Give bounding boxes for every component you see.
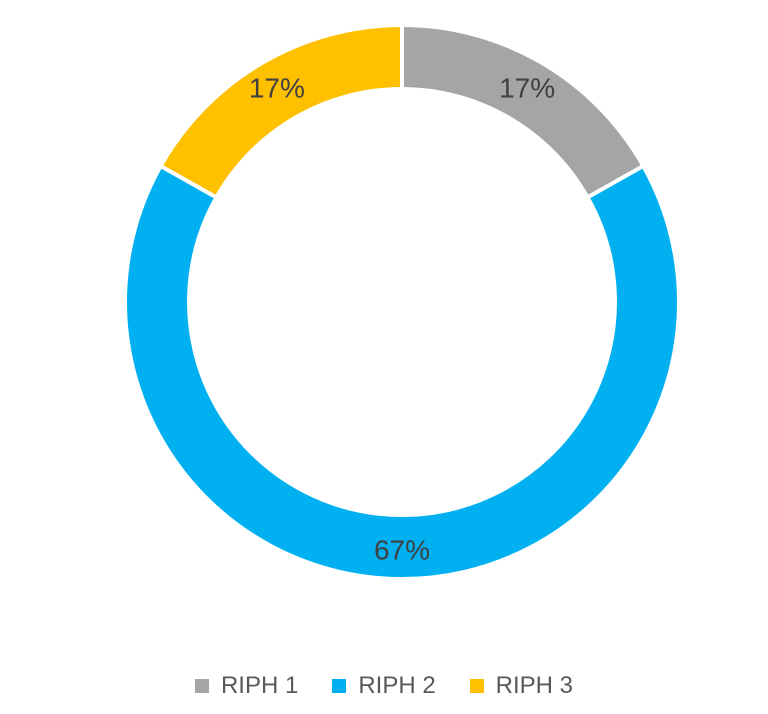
slice-riph-2[interactable]: [123, 163, 681, 581]
legend-item-riph-3[interactable]: RIPH 3: [469, 672, 574, 700]
legend: RIPH 1 RIPH 2 RIPH 3: [0, 672, 768, 700]
legend-label-riph-1: RIPH 1: [220, 672, 299, 699]
legend-item-riph-1[interactable]: RIPH 1: [194, 672, 299, 700]
slice-riph-3[interactable]: [157, 22, 404, 201]
legend-label-riph-2: RIPH 2: [358, 672, 436, 699]
legend-swatch-riph-1: [194, 679, 209, 693]
legend-swatch-riph-2: [332, 679, 347, 693]
data-label-riph-2: 67%: [374, 535, 430, 566]
legend-label-riph-3: RIPH 3: [495, 672, 574, 699]
data-label-riph-3: 17%: [249, 72, 305, 103]
legend-swatch-riph-3: [469, 679, 484, 693]
legend-item-riph-2[interactable]: RIPH 2: [332, 672, 436, 700]
slice-riph-1[interactable]: [400, 22, 647, 201]
data-label-riph-1: 17%: [499, 72, 555, 103]
